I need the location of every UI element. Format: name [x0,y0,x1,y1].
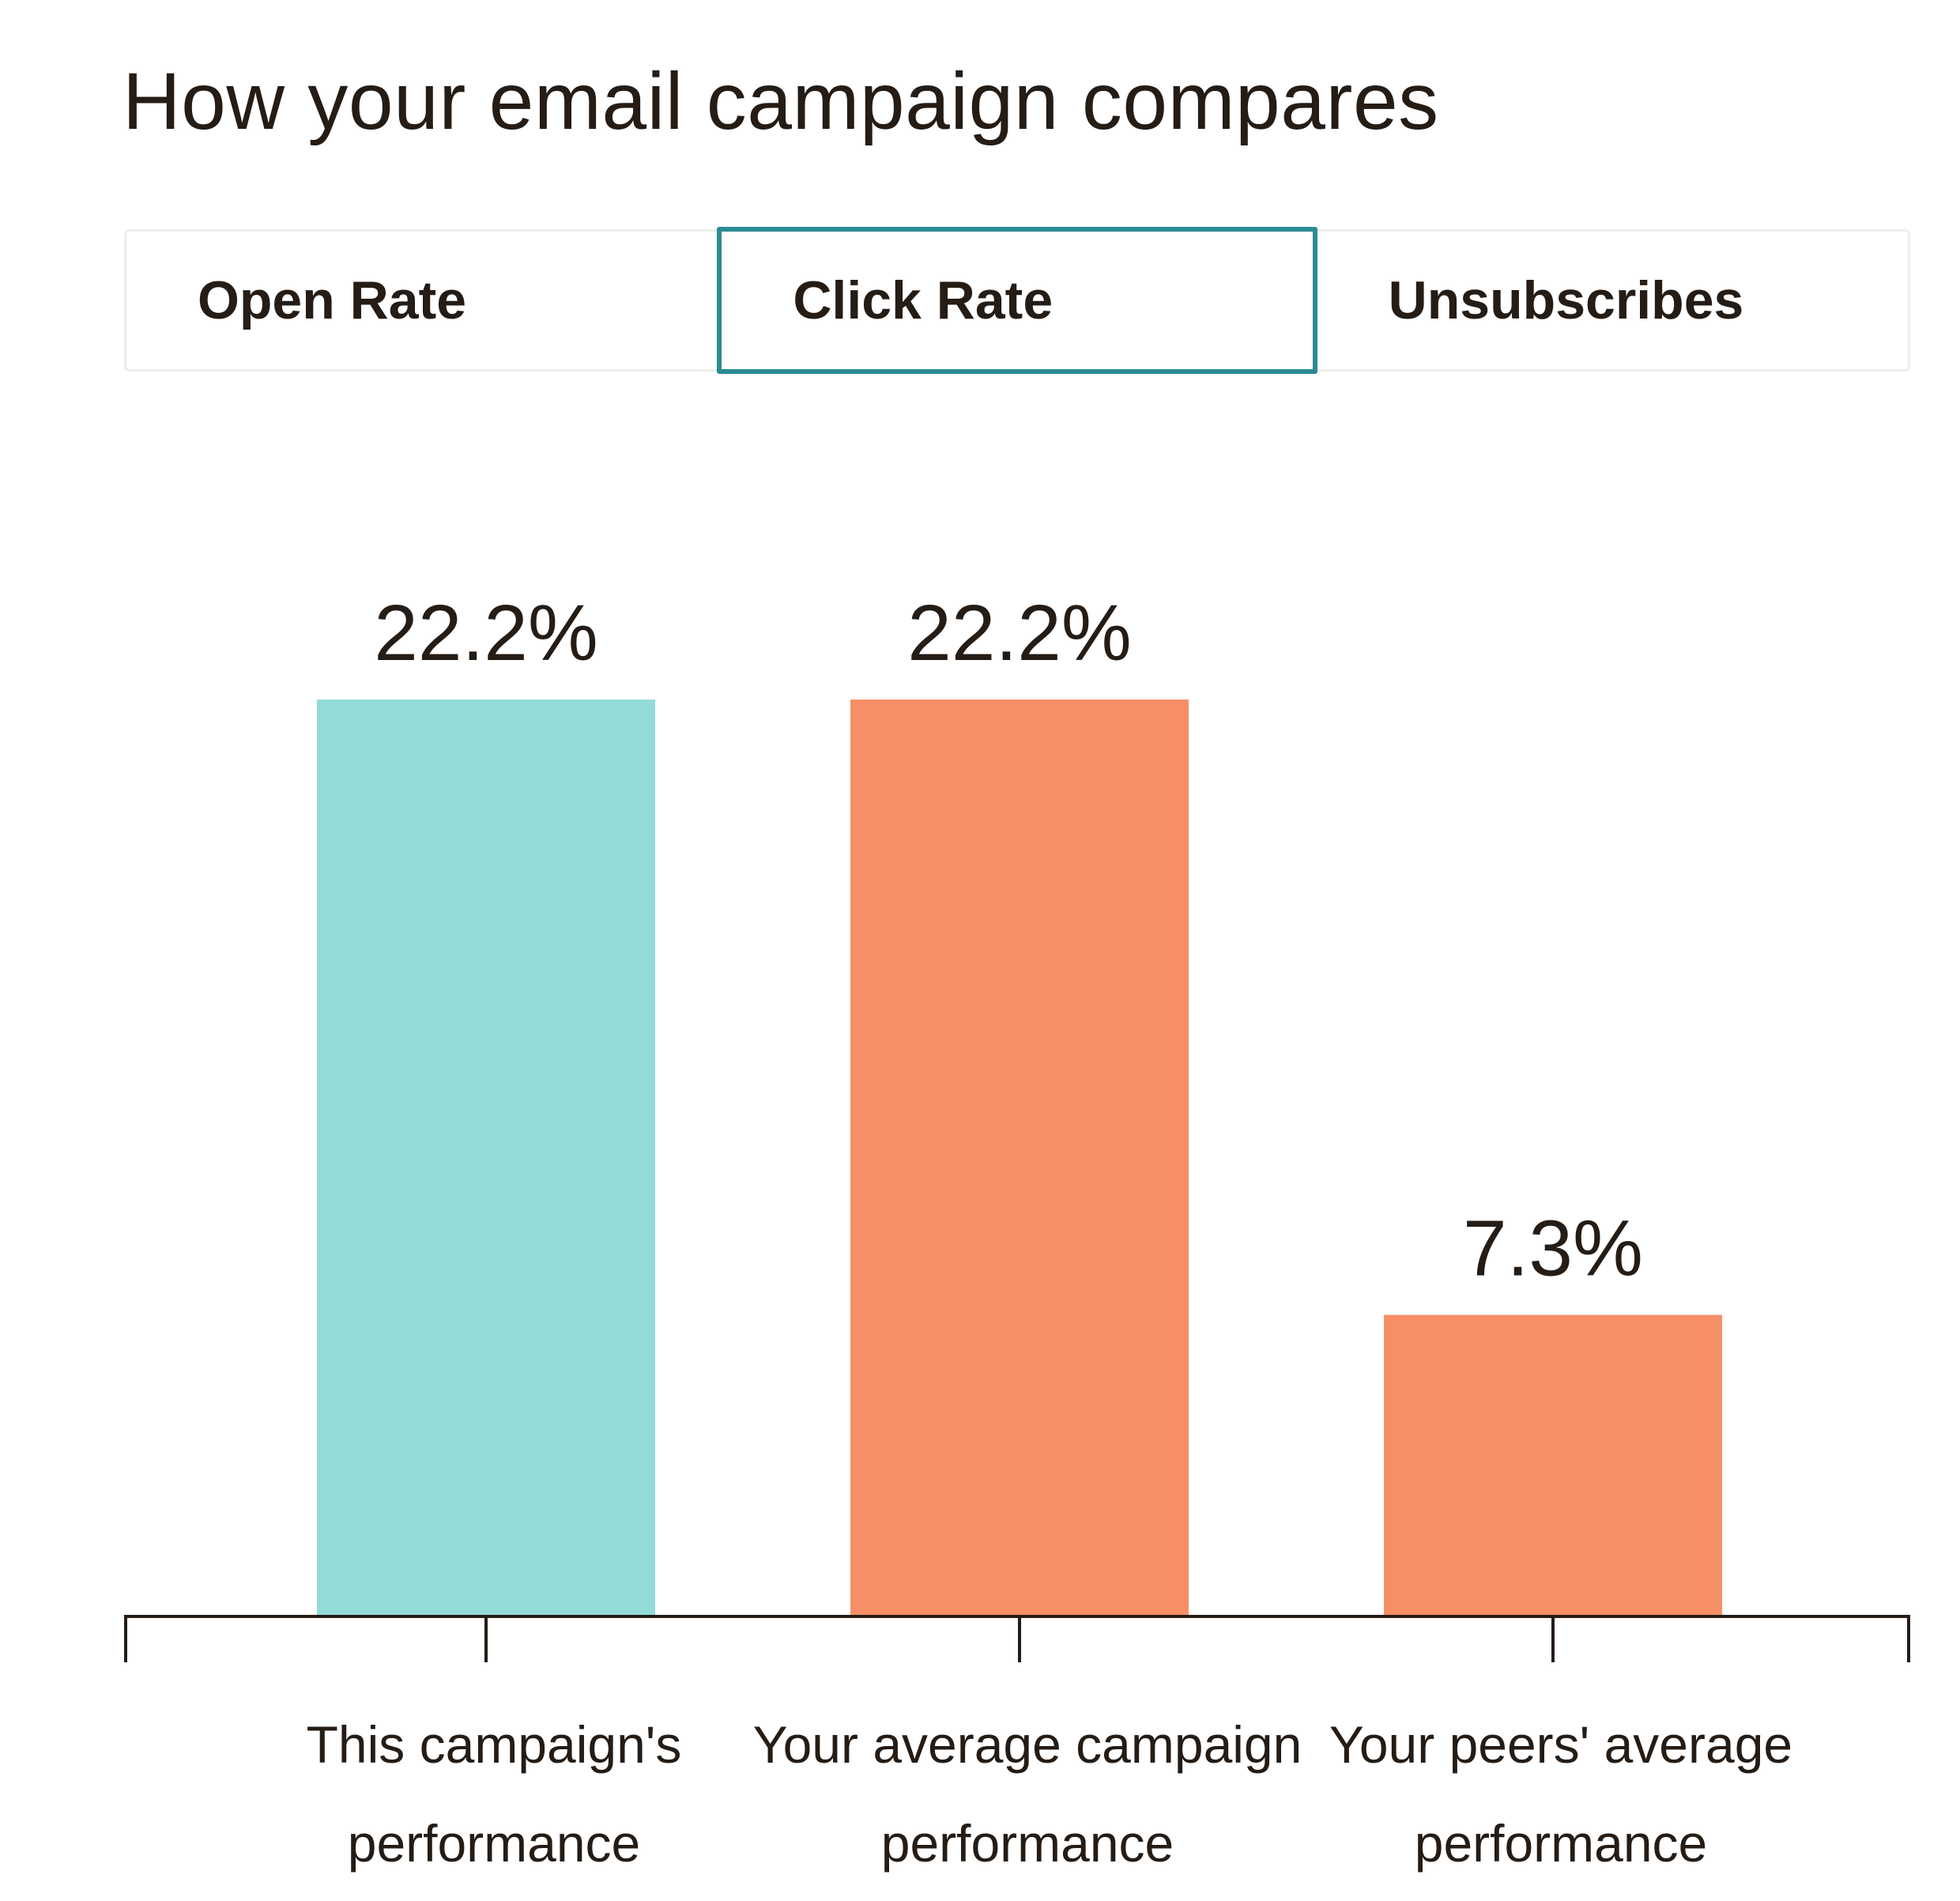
bar-value-label-1: 22.2% [374,589,598,677]
bar-3 [1384,1314,1722,1616]
category-label-3-line-1: Your peers' average [1329,1715,1792,1774]
bar-1 [317,700,655,1616]
category-label-1-line-2: performance [348,1814,641,1873]
bar-value-label-3: 7.3% [1463,1205,1643,1293]
tab-open-rate[interactable]: Open Rate [198,270,467,330]
page-title: How your email campaign compares [122,56,1439,146]
category-label-2-line-2: performance [881,1814,1174,1873]
tab-unsubscribes[interactable]: Unsubscribes [1388,270,1744,330]
metric-tabs: Open Rate Click Rate Unsubscribes [124,227,1910,374]
category-label-1-line-1: This campaign's [307,1715,682,1774]
tab-click-rate[interactable]: Click Rate [717,227,1317,374]
category-label-2-line-1: Your average campaign [753,1715,1302,1774]
category-label-3-line-2: performance [1415,1814,1708,1873]
bar-2 [850,700,1189,1616]
bar-value-label-2: 22.2% [907,589,1132,677]
